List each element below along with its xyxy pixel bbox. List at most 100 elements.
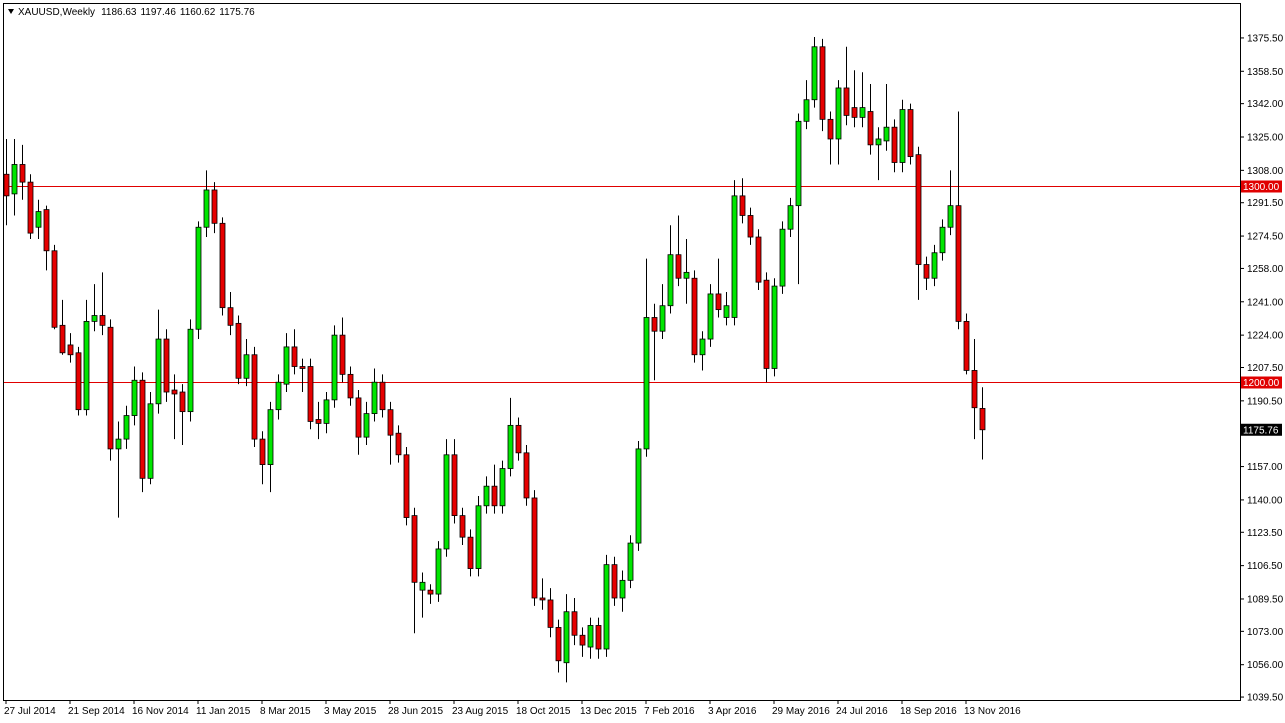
candle-body [395,432,402,456]
x-tick-label: 29 May 2016 [772,706,830,717]
candle-body [523,452,530,499]
candle-body [75,352,82,411]
candle-body [187,328,194,413]
candle-body [779,228,786,287]
candle-body [739,195,746,216]
candle-body [939,226,946,254]
candle-body [27,181,34,234]
y-tick-label: 1157.00 [1247,462,1283,473]
candle-body [691,277,698,356]
x-tick-label: 23 Aug 2015 [452,706,509,717]
candle-body [19,164,26,183]
candle-body [515,424,522,454]
candle-body [979,408,986,431]
candle-body [787,205,794,230]
candle-body [595,625,602,650]
candle-body [899,109,906,163]
candle-body [851,107,858,118]
candle-body [771,285,778,369]
candle-body [139,379,146,479]
candle-body [611,564,618,599]
candle-body [795,120,802,207]
candle-body [867,111,874,146]
x-tick-label: 13 Nov 2016 [964,706,1021,717]
candle-body [731,195,738,318]
x-tick-label: 3 May 2015 [324,706,377,717]
y-tick-label: 1207.50 [1247,363,1284,374]
candle-body [547,599,554,628]
y-tick-label: 1123.50 [1247,528,1283,539]
candle-body [827,118,834,140]
candle-body [971,370,978,409]
candle-body [859,107,866,118]
x-tick-label: 18 Oct 2015 [516,706,571,717]
candle-body [643,317,650,450]
y-tick-label: 1190.50 [1247,396,1283,407]
candle-body [443,454,450,550]
candle-body [723,305,730,318]
candle-body [283,346,290,385]
candle-body [323,399,330,424]
y-tick-label: 1274.50 [1247,232,1284,243]
candle-body [147,403,154,479]
candle-body [563,611,570,664]
x-tick-label: 28 Jun 2015 [388,706,443,717]
candle-body [91,315,98,322]
candle-body [315,419,322,424]
y-tick-label: 1308.00 [1247,166,1284,177]
y-tick-label: 1258.00 [1247,264,1284,275]
candle-body [571,611,578,636]
chart-header: XAUUSD,Weekly 1186.63 1197.46 1160.62 1175.7… [18,7,255,18]
candle-body [883,126,890,142]
candle-body [555,627,562,662]
x-tick-label: 8 Mar 2015 [260,706,311,717]
candle-body [499,468,506,507]
y-tick-label: 1073.00 [1247,627,1284,638]
candle-body [67,344,74,356]
candle-body [947,205,954,228]
candle-body [379,381,386,411]
menu-icon[interactable] [8,9,14,14]
y-tick-label: 1375.50 [1247,33,1284,44]
candle-body [467,536,474,569]
header-open: 1186.63 [101,7,137,18]
candle-body [651,317,658,332]
level-tag-label: 1300.00 [1243,182,1280,193]
candle-body [843,87,850,116]
header-low: 1160.62 [180,7,216,18]
candle-body [203,189,210,228]
candle-body [3,173,10,197]
level-tag-label: 1200.00 [1243,378,1280,389]
candle-body [627,542,634,581]
candle-body [275,381,282,411]
x-tick-label: 24 Jul 2016 [836,706,888,717]
candle-body [699,338,706,356]
x-tick-label: 13 Dec 2015 [580,706,637,717]
header-close: 1175.76 [219,7,255,18]
candle-body [267,409,274,465]
candle-body [603,564,610,650]
candle-body [43,209,50,252]
level-tag [1241,376,1282,389]
x-tick-label: 27 Jul 2014 [4,706,56,717]
candle-body [923,264,930,279]
candle-body [155,338,162,405]
candle-body [579,634,586,646]
candle-body [83,320,90,411]
candle-body [803,99,810,122]
candle-body [683,271,690,279]
candle-body [251,354,258,440]
candle-body [227,307,234,326]
price-tag [1241,423,1282,436]
candle-body [963,320,970,371]
y-tick-label: 1291.50 [1247,198,1284,209]
level-tag [1241,180,1282,193]
candle-body [459,515,466,538]
candle-body [475,505,482,569]
candle-body [211,189,218,224]
candle-body [99,315,106,326]
candle-body [659,305,666,332]
y-tick-label: 1325.00 [1247,133,1284,144]
y-tick-label: 1106.50 [1247,561,1283,572]
